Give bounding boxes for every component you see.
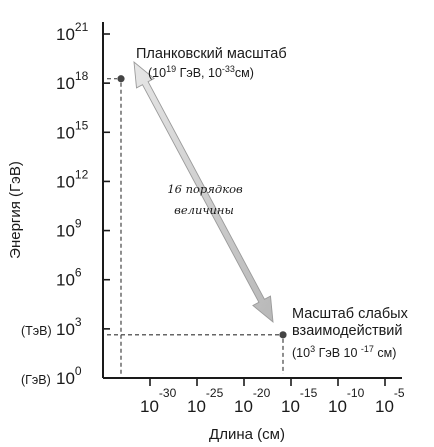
planck-label-line-1: Планковский масштаб xyxy=(136,46,287,62)
x-tick-label: 10-20 xyxy=(234,386,271,416)
y-tick-group: 100 (ГэВ) 103 (ТэВ) 106 109 1012 1015 1018 1021 xyxy=(21,20,110,388)
y-axis-title: Энергия (ГэВ) xyxy=(7,161,24,259)
arrow-body xyxy=(133,60,274,324)
y-tick-label: 1012 xyxy=(56,167,89,191)
data-point xyxy=(279,331,287,339)
annotation-line-2: величины xyxy=(174,203,234,217)
y-tick-label: 1018 xyxy=(56,69,89,93)
x-tick-group: 10-30 10-25 10-20 10-15 10-10 10-5 xyxy=(140,378,405,416)
x-axis-title: Длина (см) xyxy=(209,426,285,443)
annotation-line-1: 16 порядков xyxy=(167,182,243,196)
y-tick-unit: (ГэВ) xyxy=(21,373,51,387)
data-point xyxy=(117,75,125,83)
y-tick-label: 109 xyxy=(56,217,82,241)
weak-label-line-1: Масштаб слабых xyxy=(292,306,409,322)
magnitude-arrow xyxy=(133,60,274,324)
x-tick-label: 10-30 xyxy=(140,386,177,416)
x-tick-label: 10-5 xyxy=(375,386,405,416)
x-tick-label: 10-10 xyxy=(328,386,365,416)
x-tick-label: 10-15 xyxy=(281,386,318,416)
planck-label-line-2: (1019 ГэВ, 10-33см) xyxy=(148,64,254,80)
guide-lines xyxy=(107,78,284,374)
y-tick-label: 106 xyxy=(56,266,82,290)
y-tick-label: 1015 xyxy=(56,118,89,142)
y-tick-label: 1021 xyxy=(56,20,89,44)
y-tick-label: 100 xyxy=(56,364,82,388)
y-tick-unit: (ТэВ) xyxy=(21,324,52,338)
data-points xyxy=(117,75,287,339)
y-tick-label: 103 xyxy=(56,315,82,339)
weak-label-line-3: (103 ГэВ 10 -17 см) xyxy=(292,344,396,360)
weak-label-line-2: взаимодействий xyxy=(292,323,403,339)
x-tick-label: 10-25 xyxy=(187,386,224,416)
